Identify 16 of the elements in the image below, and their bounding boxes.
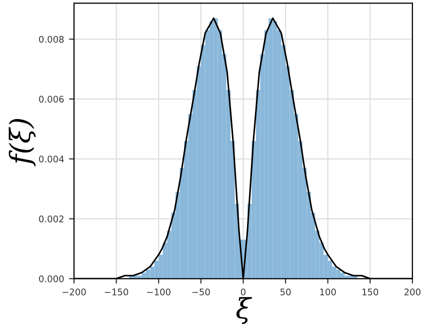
- x-tick-label: −100: [147, 288, 170, 296]
- x-tick-label: −200: [62, 288, 86, 296]
- x-tick-label: 150: [362, 288, 378, 296]
- y-tick-label: 0.002: [39, 216, 64, 222]
- y-tick-label: 0.004: [39, 156, 64, 162]
- x-tick-label: 100: [320, 288, 336, 296]
- y-tick-label: 0.006: [39, 96, 64, 103]
- x-axis-title: ξ: [236, 297, 252, 324]
- x-tick-label: 200: [404, 288, 420, 296]
- y-axis-title: f(ξ): [8, 119, 36, 166]
- y-tick-label: 0.008: [39, 36, 64, 43]
- x-tick-label: −150: [104, 288, 128, 296]
- x-tick-label: 50: [280, 288, 291, 296]
- y-tick-label: 0.000: [39, 275, 64, 282]
- x-tick-label: 0: [240, 288, 246, 296]
- x-tick-label: −50: [192, 288, 210, 296]
